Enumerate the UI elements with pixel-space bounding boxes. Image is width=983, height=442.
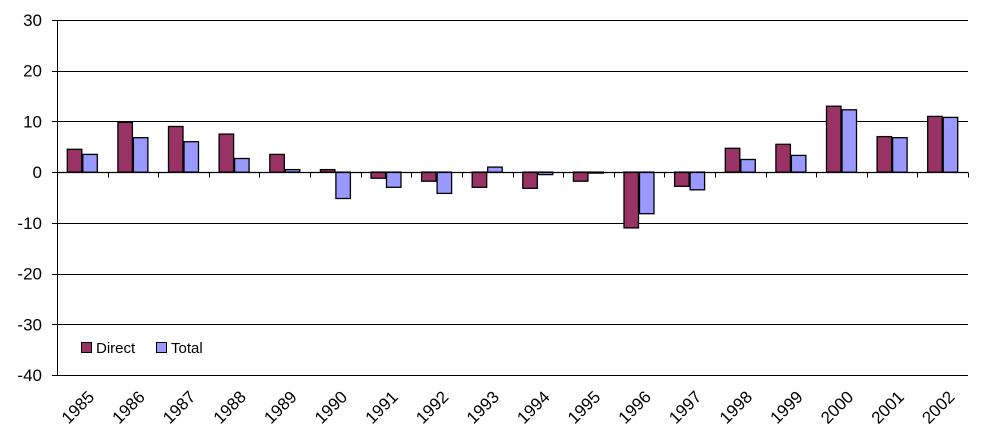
y-tick-label--10: -10 — [17, 214, 42, 233]
bar-total-1985 — [82, 153, 98, 173]
bar-direct-1997 — [673, 171, 690, 187]
bar-direct-1998 — [724, 147, 741, 173]
legend-label-total: Total — [171, 340, 203, 357]
bar-total-1999 — [790, 154, 807, 173]
bar-total-1998 — [740, 158, 756, 173]
bar-direct-1992 — [420, 171, 437, 182]
bar-total-1993 — [487, 166, 503, 173]
bar-direct-1985 — [66, 148, 83, 173]
x-tick-label-1989: 1989 — [260, 387, 300, 427]
bar-direct-1994 — [522, 171, 538, 189]
bar-direct-1987 — [167, 125, 184, 173]
x-tick-label-1997: 1997 — [665, 387, 705, 427]
bar-total-1990 — [335, 171, 352, 200]
bar-direct-1988 — [218, 133, 235, 173]
x-tick-label-1996: 1996 — [615, 387, 655, 427]
y-tick-label--20: -20 — [17, 265, 42, 284]
x-tick-label-2000: 2000 — [817, 387, 857, 427]
x-tick-label-2001: 2001 — [868, 387, 908, 427]
x-tick-label-1986: 1986 — [109, 387, 149, 427]
x-tick-label-1987: 1987 — [159, 387, 199, 427]
y-tick-label--30: -30 — [17, 315, 42, 334]
legend-swatch-total — [156, 342, 167, 353]
x-tick-label-1999: 1999 — [767, 387, 807, 427]
legend-swatch-direct — [81, 342, 92, 353]
x-tick-label-1993: 1993 — [463, 387, 503, 427]
y-tick-label-0: 0 — [33, 163, 42, 182]
bar-direct-1999 — [775, 143, 792, 173]
x-tick-label-2002: 2002 — [918, 387, 958, 427]
bar-direct-2000 — [825, 105, 842, 173]
x-tick-label-1991: 1991 — [362, 387, 402, 427]
legend: Direct Total — [81, 340, 203, 357]
gridlines — [57, 20, 968, 376]
bar-total-1991 — [385, 171, 402, 188]
bar-direct-1986 — [117, 121, 134, 173]
bar-direct-1995 — [572, 171, 589, 182]
bar-total-2000 — [841, 109, 858, 173]
bar-total-1989 — [284, 168, 301, 173]
bar-total-1996 — [638, 171, 655, 215]
bar-direct-2001 — [876, 135, 893, 173]
bar-total-2001 — [891, 137, 908, 173]
bar-direct-1990 — [319, 168, 336, 173]
x-tick-label-1990: 1990 — [311, 387, 351, 427]
x-tick-label-1992: 1992 — [412, 387, 452, 427]
x-tick-label-1988: 1988 — [210, 387, 250, 427]
y-tick-label-20: 20 — [23, 62, 42, 81]
x-tick-label-1998: 1998 — [716, 387, 756, 427]
x-tick-label-1995: 1995 — [564, 387, 604, 427]
bar-direct-1989 — [269, 153, 285, 173]
bar-direct-2002 — [927, 115, 943, 173]
bar-total-1997 — [689, 171, 706, 191]
y-tick-labels: -40 -30 -20 -10 0 10 20 30 — [17, 11, 42, 385]
legend-label-direct: Direct — [96, 340, 136, 357]
axes — [52, 20, 969, 376]
x-tick-label-1985: 1985 — [58, 387, 98, 427]
bar-total-1988 — [233, 157, 250, 173]
x-tick-label-1994: 1994 — [513, 387, 553, 427]
bars — [66, 105, 959, 229]
y-tick-label--40: -40 — [17, 366, 42, 385]
bar-direct-1993 — [471, 171, 488, 188]
x-tick-labels: 1985 1986 1987 1988 1989 1990 1991 1992 1993 1994… — [58, 387, 959, 427]
y-tick-label-30: 30 — [23, 11, 42, 30]
bar-total-1986 — [132, 137, 149, 173]
y-tick-label-10: 10 — [23, 112, 42, 131]
bar-direct-1996 — [623, 171, 640, 229]
bar-total-1992 — [436, 171, 453, 195]
bar-total-1987 — [183, 141, 200, 173]
bar-total-2002 — [942, 116, 959, 173]
